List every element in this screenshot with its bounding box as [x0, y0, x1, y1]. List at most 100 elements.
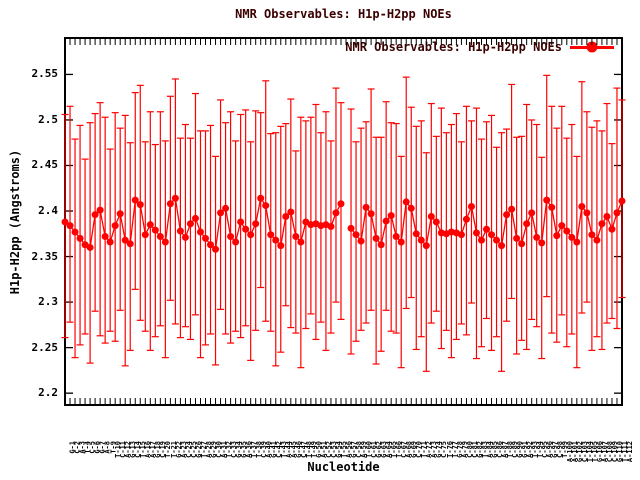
data-point: [583, 209, 591, 217]
data-point: [181, 233, 189, 241]
data-point: [262, 202, 270, 210]
data-point: [71, 228, 79, 236]
data-point: [407, 204, 415, 212]
data-point: [618, 197, 626, 205]
data-point: [332, 209, 340, 217]
x-axis-title: Nucleotide: [307, 460, 380, 474]
data-point: [96, 206, 104, 214]
data-point: [282, 212, 290, 220]
data-point: [191, 214, 199, 222]
legend-point-icon: [586, 41, 598, 53]
data-point: [603, 212, 611, 220]
data-point: [422, 242, 430, 250]
data-point: [377, 241, 385, 249]
data-point: [402, 198, 410, 206]
y-axis-title: H1p-H2pp (Angstroms): [8, 149, 22, 295]
data-point: [548, 203, 556, 211]
data-point: [523, 220, 531, 228]
legend-label: NMR Observables: H1p-H2pp NOEs: [345, 40, 562, 54]
data-point: [116, 210, 124, 218]
data-point: [518, 240, 526, 248]
data-point: [488, 231, 496, 239]
data-point: [598, 220, 606, 228]
data-point: [121, 236, 129, 244]
data-point: [397, 238, 405, 246]
data-point: [207, 241, 215, 249]
chart-title: NMR Observables: H1p-H2pp NOEs: [235, 7, 452, 21]
data-point: [222, 204, 230, 212]
data-point: [337, 200, 345, 208]
data-point: [136, 201, 144, 209]
data-point: [352, 231, 360, 239]
data-point: [593, 236, 601, 244]
data-point: [357, 237, 365, 245]
y-tick-label: 2.3: [38, 295, 58, 309]
data-point: [367, 210, 375, 218]
data-point: [568, 233, 576, 241]
data-point: [538, 239, 546, 247]
data-point: [412, 230, 420, 238]
data-point: [457, 231, 465, 239]
data-point: [272, 236, 280, 244]
data-point: [553, 232, 561, 240]
data-point: [503, 211, 511, 219]
y-tick-label: 2.5: [38, 112, 58, 126]
data-point: [176, 227, 184, 235]
data-point: [493, 236, 501, 244]
data-point: [202, 234, 210, 242]
data-point: [86, 243, 94, 251]
data-point: [156, 233, 164, 241]
data-point: [196, 228, 204, 236]
data-point: [528, 209, 536, 217]
data-point: [533, 233, 541, 241]
data-point: [166, 200, 174, 208]
data-point: [126, 240, 134, 248]
data-point: [292, 233, 300, 241]
data-point: [76, 234, 84, 242]
data-point: [613, 209, 621, 217]
data-point: [427, 212, 435, 220]
data-point: [171, 194, 179, 202]
data-point: [608, 225, 616, 233]
data-point: [543, 196, 551, 204]
data-point: [362, 203, 370, 211]
data-point: [297, 238, 305, 246]
data-point: [578, 202, 586, 210]
data-point: [382, 217, 390, 225]
data-point: [563, 227, 571, 235]
data-point: [287, 208, 295, 216]
data-point: [483, 225, 491, 233]
data-point: [161, 238, 169, 246]
y-tick-label: 2.55: [31, 67, 59, 81]
data-point: [417, 236, 425, 244]
data-point: [277, 242, 285, 250]
data-point: [66, 222, 74, 230]
y-tick-label: 2.2: [38, 386, 58, 400]
data-point: [347, 224, 355, 232]
data-point: [91, 211, 99, 219]
data-point: [508, 205, 516, 213]
data-point: [247, 231, 255, 239]
data-point: [472, 229, 480, 237]
data-point: [106, 238, 114, 246]
y-tick-label: 2.45: [31, 158, 59, 172]
data-point: [267, 231, 275, 239]
data-point: [186, 220, 194, 228]
x-tick-label: A-112: [626, 441, 634, 463]
data-point: [252, 220, 260, 228]
data-point: [217, 209, 225, 217]
data-point: [387, 212, 395, 220]
data-point: [573, 238, 581, 246]
data-point: [462, 215, 470, 223]
data-point: [111, 222, 119, 230]
data-point: [212, 245, 220, 253]
data-point: [467, 202, 475, 210]
data-point: [227, 233, 235, 241]
data-point: [257, 194, 265, 202]
y-tick-label: 2.35: [31, 249, 59, 263]
data-point: [327, 223, 335, 231]
data-point: [237, 218, 245, 226]
data-point: [242, 225, 250, 233]
